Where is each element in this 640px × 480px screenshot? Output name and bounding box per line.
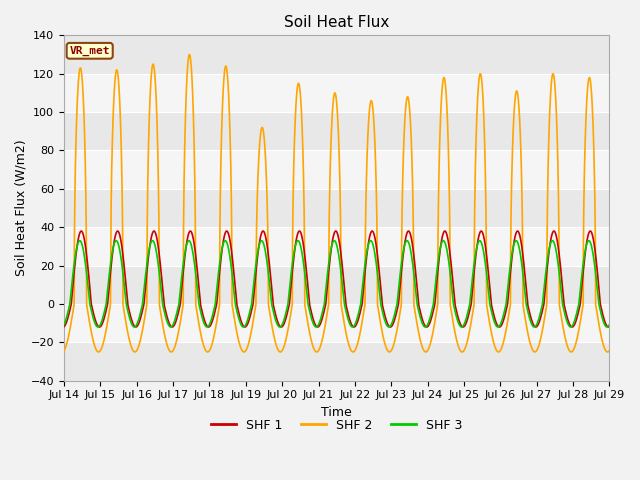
SHF 1 — [490, 311, 497, 316]
SHF 3 — [490, 316, 497, 322]
SHF 2 — [604, 349, 611, 355]
SHF 3 — [604, 324, 611, 330]
SHF 1 — [350, 324, 358, 330]
SHF 3 — [60, 322, 68, 327]
Title: Soil Heat Flux: Soil Heat Flux — [284, 15, 389, 30]
SHF 2 — [186, 52, 193, 58]
SHF 2 — [60, 348, 68, 353]
SHF 3 — [349, 324, 356, 330]
SHF 1 — [177, 298, 184, 303]
SHF 2 — [171, 344, 179, 349]
SHF 2 — [490, 339, 497, 345]
Line: SHF 2: SHF 2 — [64, 55, 609, 352]
SHF 1 — [171, 321, 179, 327]
SHF 1 — [605, 324, 613, 330]
SHF 1 — [60, 324, 68, 330]
SHF 3 — [412, 291, 420, 297]
SHF 3 — [330, 238, 338, 243]
Legend: SHF 1, SHF 2, SHF 3: SHF 1, SHF 2, SHF 3 — [206, 414, 467, 437]
SHF 3 — [605, 322, 613, 327]
Bar — [64, 227, 609, 265]
SHF 2 — [177, 317, 184, 323]
SHF 1 — [412, 273, 420, 279]
Line: SHF 1: SHF 1 — [64, 231, 609, 327]
SHF 3 — [177, 284, 184, 289]
SHF 3 — [171, 317, 179, 323]
Bar — [64, 74, 609, 112]
SHF 2 — [264, 264, 272, 270]
X-axis label: Time: Time — [321, 406, 352, 419]
SHF 2 — [605, 348, 613, 353]
Bar — [64, 150, 609, 189]
Line: SHF 3: SHF 3 — [64, 240, 609, 327]
Text: VR_met: VR_met — [70, 46, 110, 56]
SHF 3 — [264, 268, 272, 274]
SHF 2 — [604, 349, 611, 355]
Y-axis label: Soil Heat Flux (W/m2): Soil Heat Flux (W/m2) — [15, 140, 28, 276]
Bar — [64, 304, 609, 342]
SHF 1 — [264, 250, 272, 256]
SHF 1 — [604, 324, 611, 330]
SHF 2 — [412, 314, 420, 320]
SHF 1 — [332, 228, 340, 234]
